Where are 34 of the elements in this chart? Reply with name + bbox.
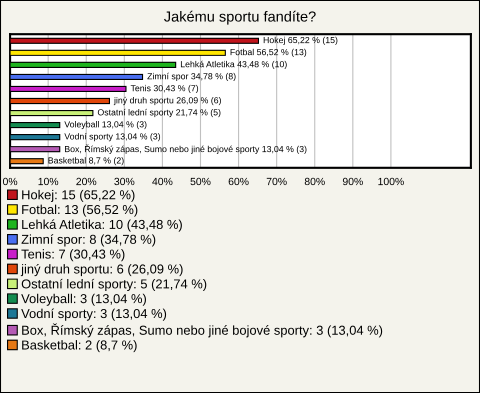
- data-label: Zimní spor 34,78 % (8): [147, 72, 236, 82]
- legend-label: Zimní spor: 8 (34,78 %): [22, 234, 156, 246]
- x-tick-label: 100%: [378, 178, 404, 186]
- legend-label: Vodní sporty: 3 (13,04 %): [21, 308, 166, 321]
- x-tick-label: 70%: [266, 178, 287, 186]
- x-tick-label: 0%: [2, 178, 18, 186]
- x-tick-label: 60%: [228, 178, 249, 186]
- legend-label: Lehká Atletika: 10 (43,48 %): [22, 219, 182, 232]
- legend-label: Voleyball: 3 (13,04 %): [21, 294, 146, 306]
- data-label: Vodní sporty 13,04 % (3): [64, 132, 160, 142]
- data-label: Box, Římský zápas, Sumo nebo jiné bojové sporty 13,04 % (3): [65, 144, 306, 154]
- chart-title: Jakému sportu fandíte?: [164, 10, 316, 25]
- data-label: Lehká Atletika 43,48 % (10): [180, 60, 287, 70]
- x-tick-label: 40%: [152, 178, 172, 186]
- x-tick-label: 20%: [76, 178, 96, 186]
- x-tick-label: 10%: [38, 178, 58, 186]
- data-label: Voleyball 13,04 % (3): [64, 121, 146, 130]
- legend-label: Hokej: 15 (65,22 %): [22, 190, 134, 202]
- legend-label: Box, Římský zápas, Sumo nebo jiné bojové sporty: 3 (13,04 %): [22, 323, 382, 338]
- x-tick-label: 90%: [342, 178, 363, 186]
- x-tick-label: 30%: [114, 178, 134, 186]
- x-tick-label: 50%: [190, 178, 211, 186]
- data-label: Ostatní lední sporty 21,74 % (5): [98, 108, 220, 118]
- data-label: Tenis 30,43 % (7): [130, 84, 198, 94]
- data-label: Hokej 65,22 % (15): [264, 36, 338, 45]
- data-label: jiný druh sportu 26,09 % (6): [114, 96, 221, 106]
- legend-label: Basketbal: 2 (8,7 %): [22, 340, 137, 352]
- legend-label: jiný druh sportu: 6 (26,09 %): [20, 264, 183, 276]
- legend-label: Tenis: 7 (30,43 %): [21, 249, 124, 262]
- data-label: Fotbal 56,52 % (13): [230, 48, 306, 57]
- legend-label: Fotbal: 13 (56,52 %): [22, 204, 138, 217]
- legend-label: Ostatní lední sporty: 5 (21,74 %): [22, 278, 206, 292]
- x-tick-label: 80%: [304, 178, 325, 186]
- data-label: Basketbal 8,7 % (2): [48, 157, 124, 166]
